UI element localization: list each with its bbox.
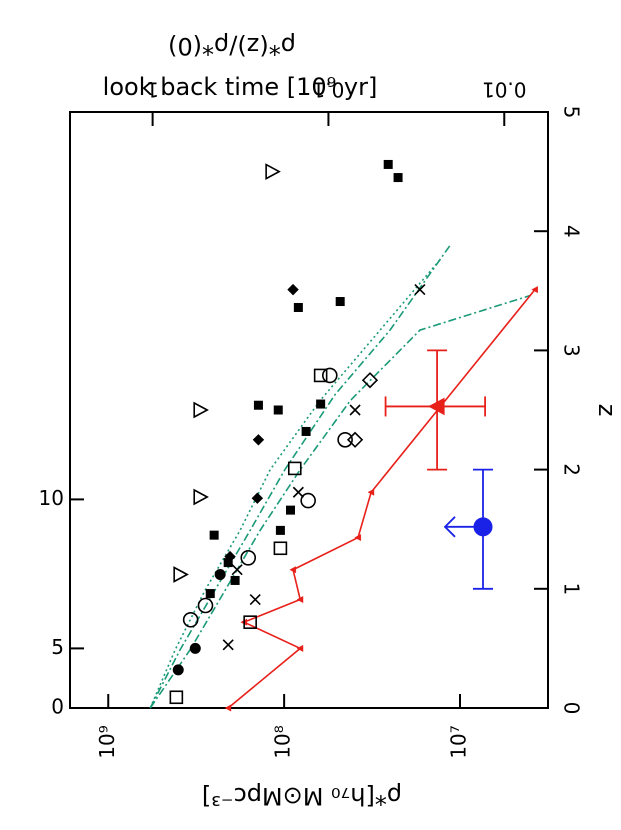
- marker: [265, 163, 281, 180]
- marker: [300, 492, 316, 509]
- marker: [253, 400, 263, 410]
- y2-tick-label: 0.1: [313, 78, 345, 102]
- line: [227, 289, 536, 709]
- y-tick-label: 10⁷: [447, 725, 471, 758]
- marker: [296, 595, 304, 604]
- x2-axis-title: look back time [10⁹ yr]: [103, 73, 378, 101]
- marker: [367, 488, 375, 496]
- marker: [285, 505, 295, 515]
- marker: [346, 431, 364, 448]
- marker: [337, 431, 353, 448]
- marker: [383, 159, 393, 169]
- marker: [205, 589, 215, 599]
- marker: [189, 642, 201, 654]
- x-tick-label: 5: [560, 106, 584, 119]
- marker: [224, 550, 236, 563]
- x-tick-label: 1: [560, 582, 584, 595]
- marker: [316, 399, 326, 409]
- marker: [222, 639, 234, 651]
- marker: [209, 530, 219, 540]
- marker: [193, 488, 209, 506]
- marker: [287, 283, 299, 296]
- marker: [251, 492, 264, 504]
- marker: [273, 541, 288, 556]
- marker: [301, 426, 311, 436]
- x2-tick-label: 0: [51, 695, 64, 719]
- marker: [214, 568, 226, 580]
- line: [149, 259, 441, 709]
- marker: [292, 486, 304, 498]
- x-tick-label: 0: [560, 702, 584, 715]
- marker: [240, 550, 257, 566]
- y-axis-title: ρ*[h₇₀ M⊙Mpc⁻³]: [202, 782, 402, 810]
- marker: [414, 284, 426, 296]
- marker: [354, 534, 362, 542]
- marker: [349, 404, 361, 416]
- marker: [296, 644, 304, 652]
- marker: [172, 664, 184, 676]
- marker: [289, 566, 297, 574]
- marker: [173, 566, 189, 583]
- marker: [224, 704, 232, 712]
- y2-tick-label: 0.01: [482, 78, 527, 102]
- x-tick-label: 4: [560, 225, 584, 238]
- y-tick-label: 10⁸: [271, 725, 295, 758]
- x2-tick-label: 5: [51, 635, 64, 659]
- marker: [230, 575, 240, 585]
- line: [149, 294, 531, 709]
- marker: [335, 297, 345, 307]
- marker: [252, 434, 265, 446]
- marker: [361, 372, 379, 389]
- marker: [182, 611, 199, 628]
- x-axis-title: z: [593, 404, 621, 417]
- x-tick-label: 3: [560, 344, 584, 357]
- marker: [249, 593, 261, 606]
- y-tick-label: 10⁹: [95, 725, 119, 758]
- y2-tick-label: 1: [146, 78, 159, 102]
- y2-axis-title: ρ*(z)/ρ*(0): [168, 32, 296, 60]
- line: [149, 245, 451, 709]
- marker: [193, 401, 209, 419]
- marker: [287, 461, 302, 476]
- marker: [393, 173, 403, 183]
- marker: [243, 615, 257, 629]
- marker: [169, 690, 184, 705]
- x-tick-label: 2: [560, 463, 584, 476]
- marker: [428, 397, 445, 416]
- marker: [531, 286, 538, 294]
- marker: [321, 367, 338, 384]
- marker: [293, 302, 303, 312]
- x2-tick-label: 10: [39, 486, 64, 510]
- marker: [273, 405, 283, 415]
- marker: [275, 525, 285, 535]
- marker: [473, 517, 493, 537]
- marker: [197, 597, 214, 614]
- marker: [231, 564, 243, 576]
- plot-frame: [69, 111, 549, 709]
- marker: [313, 368, 328, 383]
